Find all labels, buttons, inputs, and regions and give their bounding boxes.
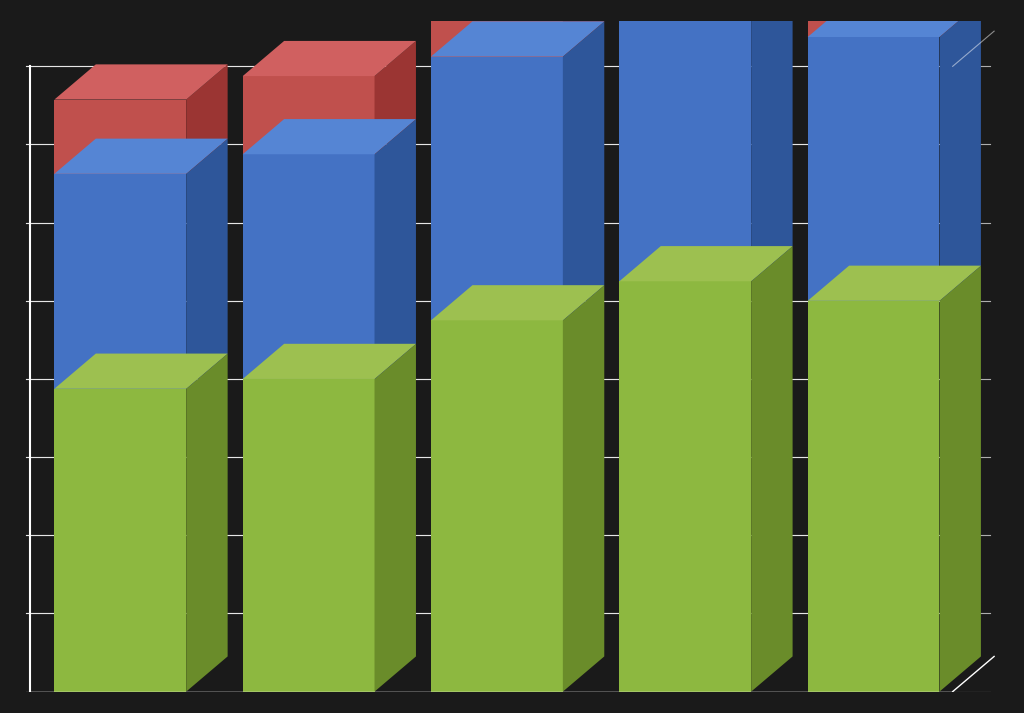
Polygon shape — [620, 246, 793, 281]
Polygon shape — [939, 0, 981, 37]
Polygon shape — [54, 389, 186, 692]
Polygon shape — [808, 2, 981, 37]
Polygon shape — [431, 21, 604, 56]
Polygon shape — [54, 64, 227, 100]
Polygon shape — [808, 301, 939, 692]
Polygon shape — [186, 64, 227, 174]
Polygon shape — [54, 100, 186, 174]
Polygon shape — [808, 37, 939, 301]
Polygon shape — [563, 285, 604, 692]
Polygon shape — [620, 281, 752, 692]
Polygon shape — [243, 41, 416, 76]
Polygon shape — [54, 354, 227, 389]
Polygon shape — [243, 344, 416, 379]
Polygon shape — [563, 0, 604, 56]
Polygon shape — [752, 0, 793, 281]
Polygon shape — [431, 320, 563, 692]
Polygon shape — [752, 0, 793, 8]
Polygon shape — [808, 0, 939, 37]
Polygon shape — [939, 2, 981, 301]
Polygon shape — [808, 266, 981, 301]
Polygon shape — [620, 8, 752, 281]
Polygon shape — [752, 246, 793, 692]
Polygon shape — [243, 76, 375, 154]
Polygon shape — [431, 56, 563, 320]
Polygon shape — [54, 138, 227, 174]
Polygon shape — [431, 285, 604, 320]
Polygon shape — [939, 266, 981, 692]
Polygon shape — [186, 354, 227, 692]
Polygon shape — [243, 119, 416, 154]
Polygon shape — [186, 138, 227, 389]
Polygon shape — [375, 119, 416, 379]
Polygon shape — [620, 0, 752, 8]
Polygon shape — [375, 344, 416, 692]
Polygon shape — [243, 379, 375, 692]
Polygon shape — [431, 0, 563, 56]
Polygon shape — [375, 41, 416, 154]
Polygon shape — [243, 154, 375, 379]
Polygon shape — [563, 21, 604, 320]
Polygon shape — [54, 174, 186, 389]
Polygon shape — [620, 0, 793, 8]
